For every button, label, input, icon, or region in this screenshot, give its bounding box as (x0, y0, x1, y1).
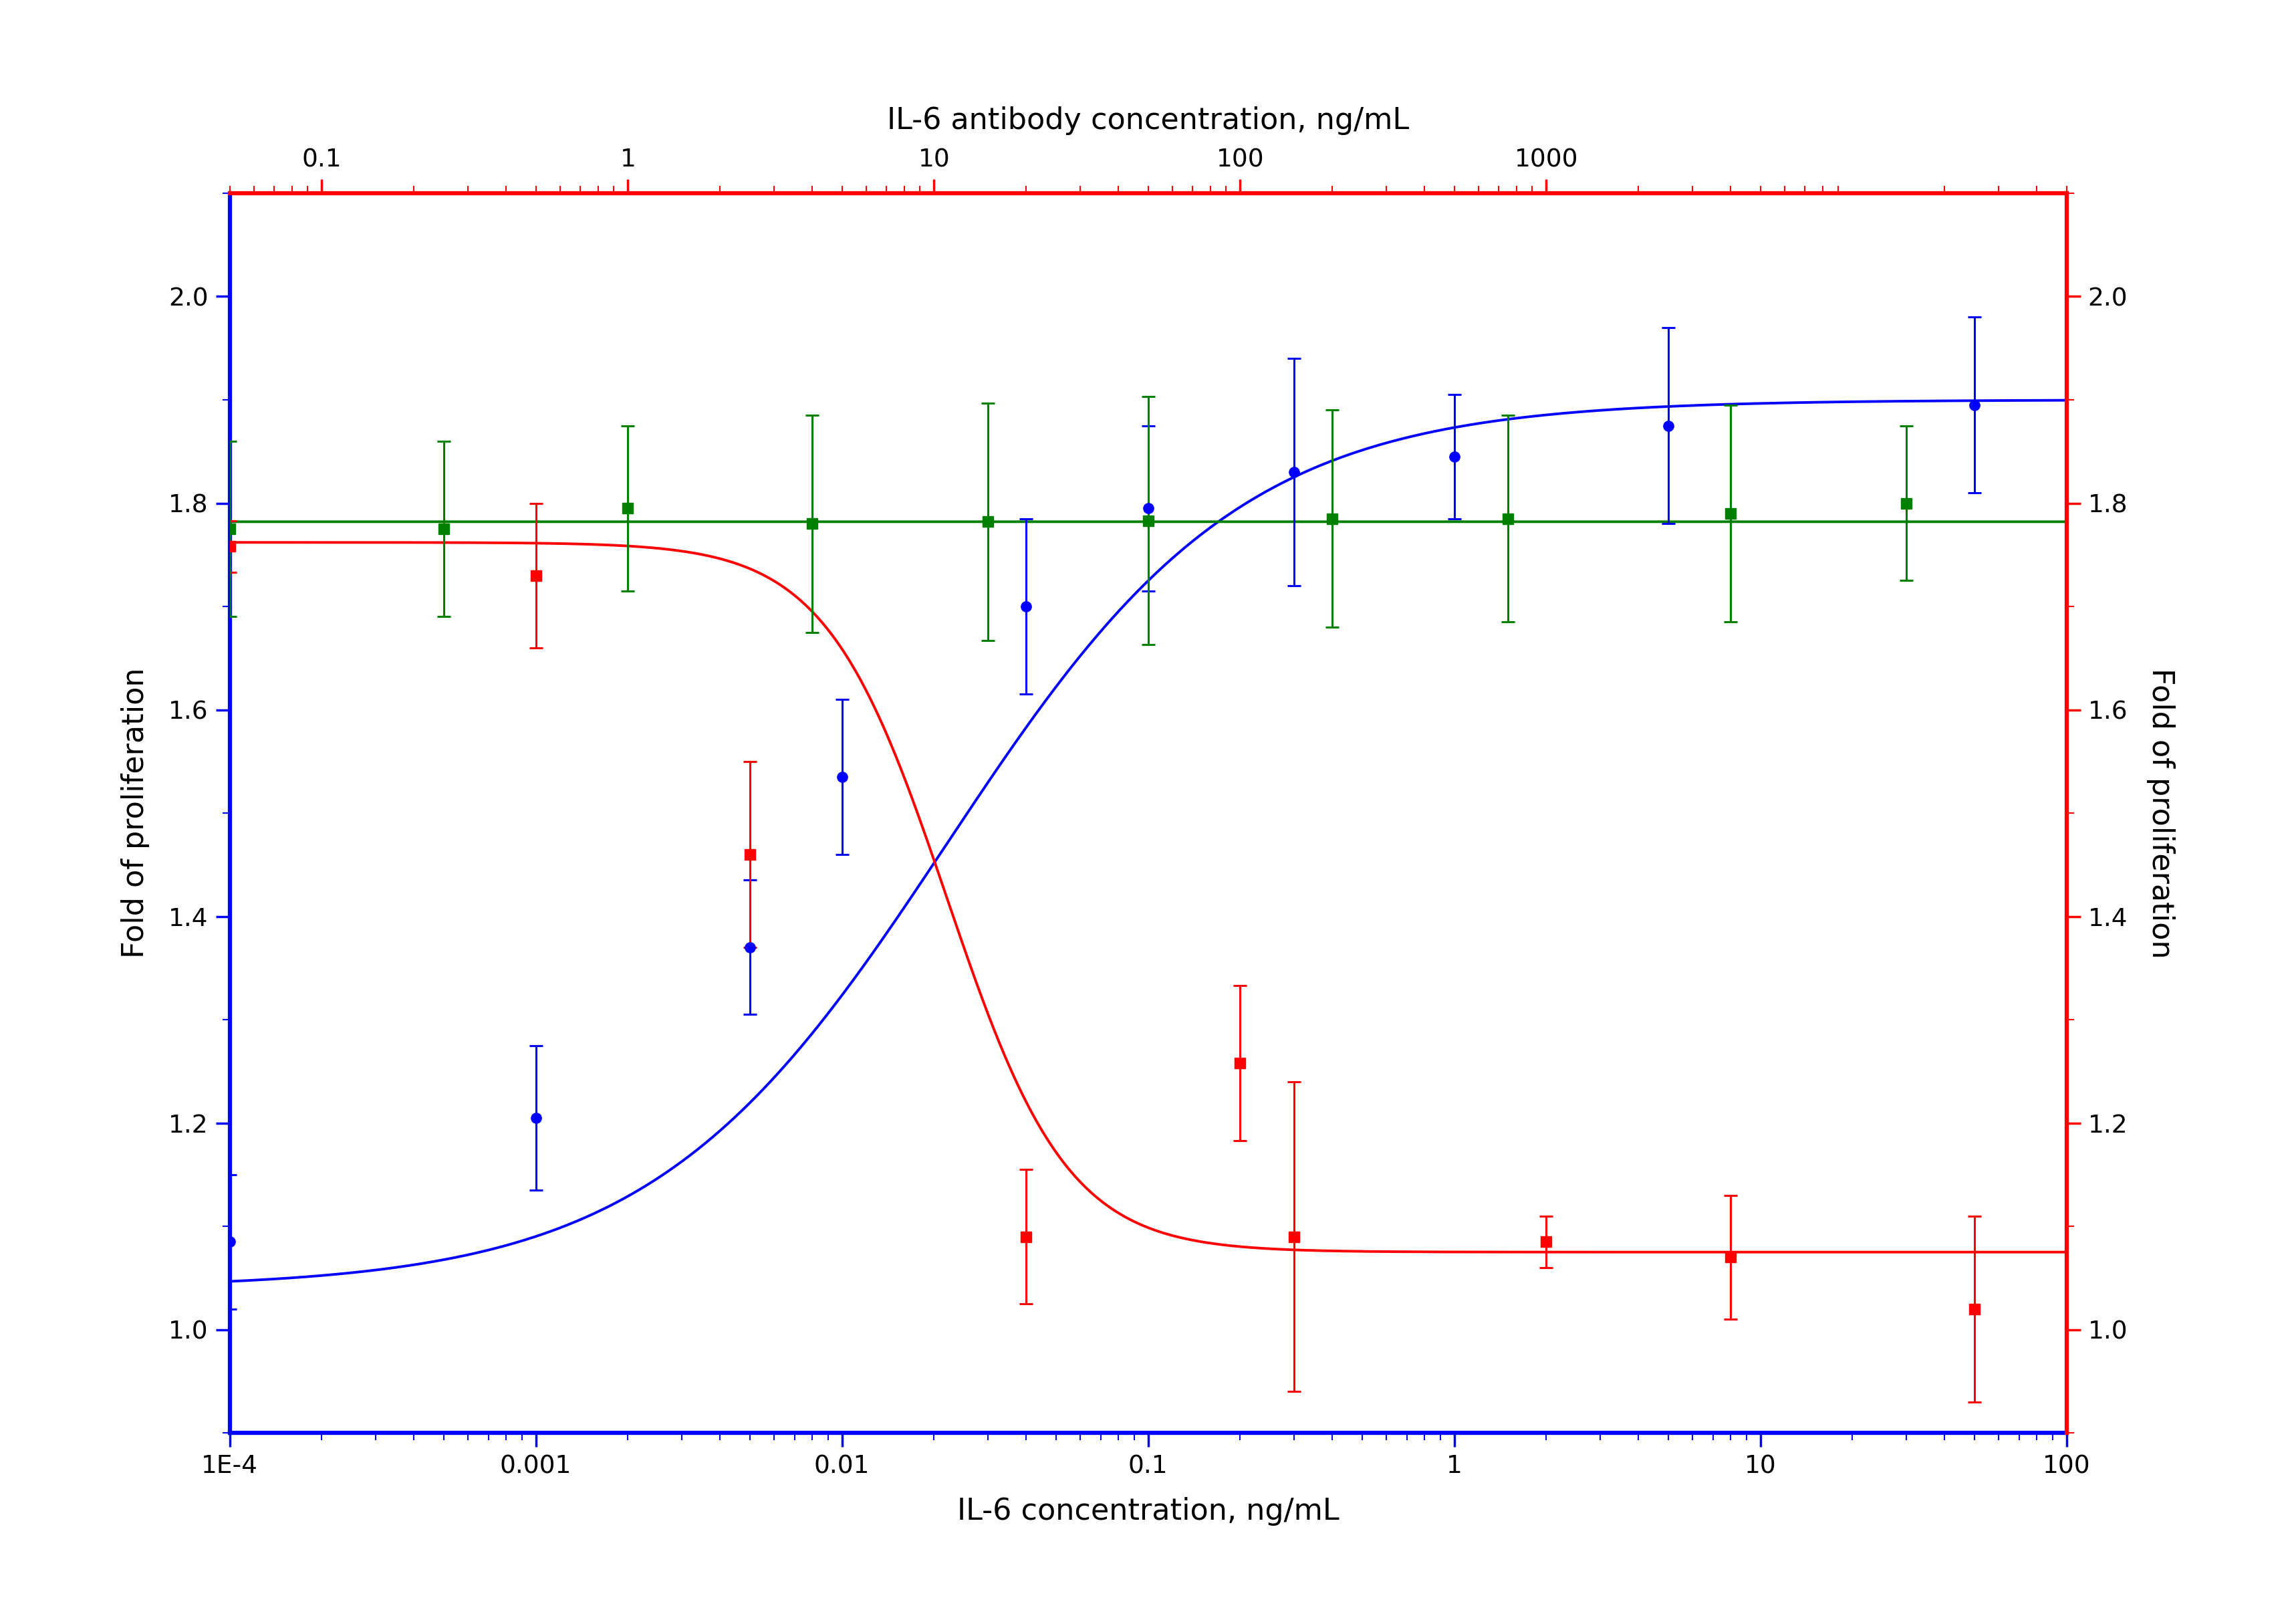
Y-axis label: Fold of proliferation: Fold of proliferation (122, 668, 149, 958)
Y-axis label: Fold of proliferation: Fold of proliferation (2147, 668, 2174, 958)
X-axis label: IL-6 antibody concentration, ng/mL: IL-6 antibody concentration, ng/mL (886, 106, 1410, 135)
X-axis label: IL-6 concentration, ng/mL: IL-6 concentration, ng/mL (957, 1497, 1339, 1526)
